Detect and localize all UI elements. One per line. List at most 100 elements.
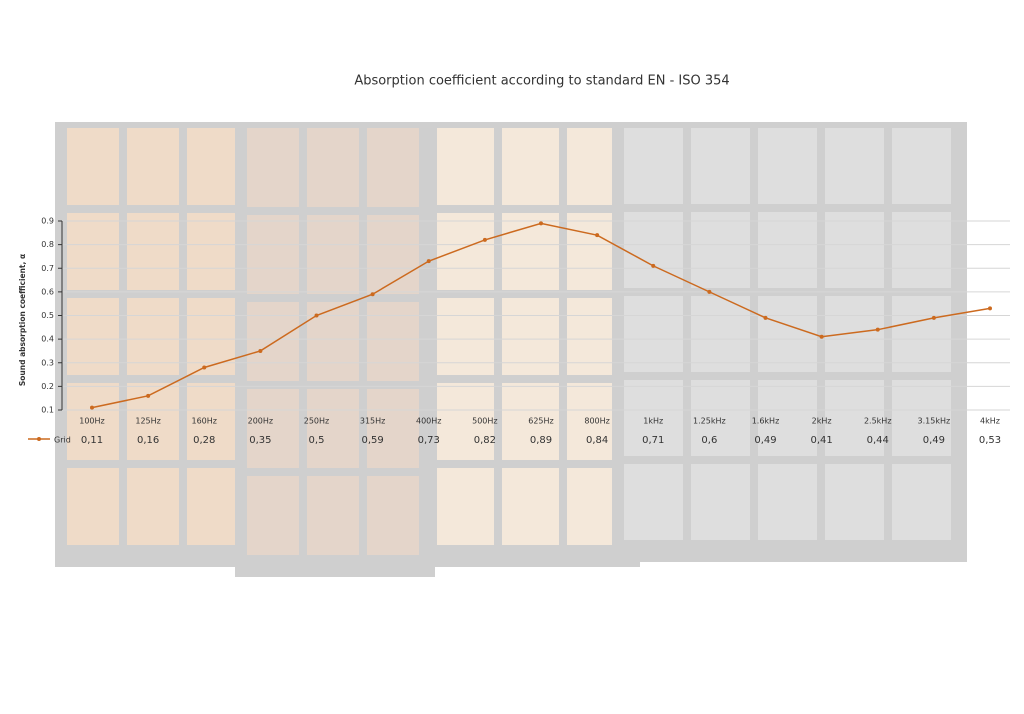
value-label: 0,49 (923, 435, 945, 446)
panel-tile (624, 380, 683, 456)
panel-tile (825, 380, 884, 456)
data-point (763, 315, 768, 320)
panel-tile (437, 213, 494, 290)
value-label: 0,16 (137, 435, 159, 446)
value-label: 0,41 (810, 435, 832, 446)
panel-tile (691, 212, 750, 288)
panel-tile (892, 464, 951, 540)
panel-tile (127, 468, 179, 545)
chart-title: Absorption coefficient according to stan… (354, 74, 729, 89)
value-label: 0,82 (474, 435, 496, 446)
panel-tile (437, 298, 494, 375)
data-point (426, 259, 431, 264)
panel-tile (307, 476, 359, 555)
x-tick-label: 1.25kHz (693, 417, 726, 426)
panel-tile (758, 212, 817, 288)
value-label: 0,28 (193, 435, 215, 446)
panel-tile (502, 383, 559, 460)
panel-tile (624, 212, 683, 288)
panel-tile (67, 298, 119, 375)
y-tick-label: 0.3 (41, 358, 54, 367)
data-point (651, 263, 656, 268)
panel-tile (758, 464, 817, 540)
x-tick-label: 625Hz (528, 417, 553, 426)
y-tick-label: 0.5 (41, 311, 54, 320)
x-tick-label: 1.6kHz (752, 417, 780, 426)
panel-tile (187, 128, 239, 205)
data-point (707, 289, 712, 294)
panel-tile (825, 296, 884, 372)
x-tick-label: 4kHz (980, 417, 1000, 426)
data-point (595, 233, 600, 238)
panel-tile (127, 213, 179, 290)
x-tick-label: 3.15kHz (918, 417, 951, 426)
panel-tile (247, 215, 299, 294)
value-label: 0,5 (309, 435, 325, 446)
x-tick-label: 100Hz (79, 417, 104, 426)
value-label: 0,73 (418, 435, 440, 446)
value-label: 0,89 (530, 435, 552, 446)
data-point (90, 405, 94, 410)
x-tick-label: 200Hz (248, 417, 273, 426)
panel-tile (691, 380, 750, 456)
x-tick-label: 1kHz (643, 417, 663, 426)
panel-tile (502, 213, 559, 290)
panel-tile (691, 296, 750, 372)
data-point (988, 306, 992, 311)
y-tick-label: 0.1 (41, 406, 54, 415)
value-label: 0,44 (867, 435, 889, 446)
panel-tile (367, 215, 419, 294)
panel-tile (825, 128, 884, 204)
panel-tile (758, 296, 817, 372)
y-axis-label: Sound absorption coefficient, α (18, 254, 27, 386)
y-tick-label: 0.4 (41, 335, 54, 344)
y-tick-label: 0.8 (41, 240, 54, 249)
data-point (482, 237, 487, 242)
panel-tile (187, 383, 239, 460)
legend-label: Grid (54, 436, 71, 445)
panel-tile (825, 212, 884, 288)
panel-tile (624, 296, 683, 372)
data-point (819, 334, 824, 339)
panel-tile (892, 380, 951, 456)
background-panels (55, 122, 967, 577)
x-tick-label: 800Hz (584, 417, 609, 426)
panel-tile (624, 128, 683, 204)
panel-tile (502, 468, 559, 545)
value-label: 0,35 (249, 435, 271, 446)
x-tick-label: 250Hz (304, 417, 329, 426)
x-tick-label: 125Hz (135, 417, 160, 426)
panel-tile (247, 476, 299, 555)
data-point (931, 315, 936, 320)
value-label: 0,6 (701, 435, 717, 446)
panel-tile (825, 464, 884, 540)
panel-tile (502, 298, 559, 375)
x-tick-label: 400Hz (416, 417, 441, 426)
panel-tile (758, 128, 817, 204)
panel-tile (187, 213, 239, 290)
panel-tile (247, 302, 299, 381)
panel-tile (127, 128, 179, 205)
data-point (539, 221, 543, 226)
value-label: 0,59 (361, 435, 383, 446)
panel-tile (67, 383, 119, 460)
panel-tile (437, 383, 494, 460)
panel-tile (247, 389, 299, 468)
data-point (875, 327, 880, 332)
panel-tile (892, 296, 951, 372)
panel-tile (367, 476, 419, 555)
panel-tile (437, 128, 494, 205)
panel-tile (367, 389, 419, 468)
panel-tile (624, 464, 683, 540)
panel-tile (367, 128, 419, 207)
panel-tile (247, 128, 299, 207)
data-point (370, 292, 375, 297)
x-tick-label: 315Hz (360, 417, 385, 426)
x-tick-label: 160Hz (192, 417, 217, 426)
x-tick-label: 2kHz (812, 417, 832, 426)
y-tick-label: 0.6 (41, 287, 54, 296)
panel-tile (127, 298, 179, 375)
y-tick-label: 0.2 (41, 382, 54, 391)
value-label: 0,71 (642, 435, 664, 446)
data-point (314, 313, 319, 318)
